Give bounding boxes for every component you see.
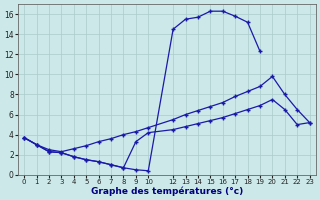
X-axis label: Graphe des températures (°c): Graphe des températures (°c) — [91, 186, 243, 196]
